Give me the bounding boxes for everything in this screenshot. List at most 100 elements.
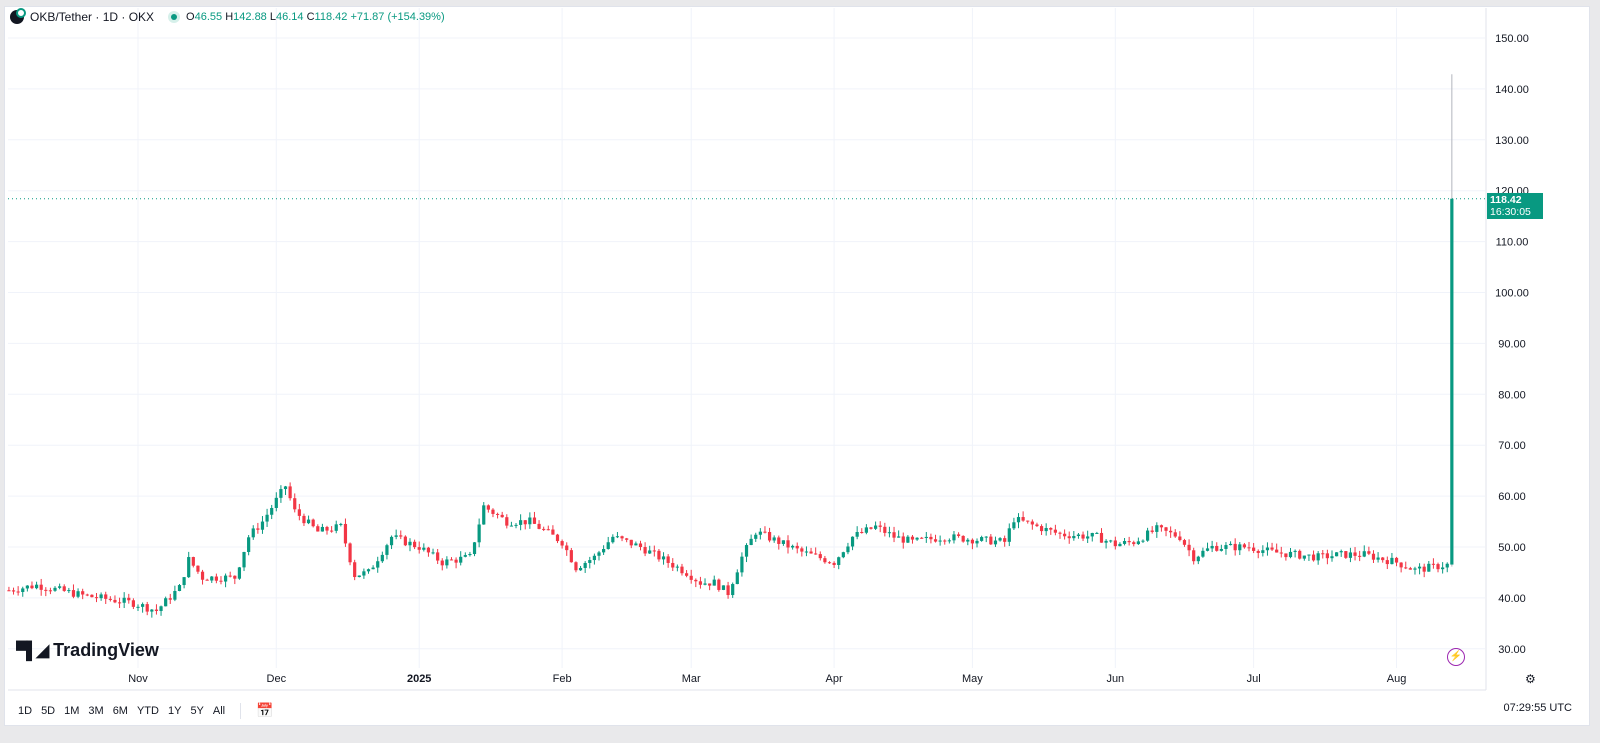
candle-body (588, 560, 592, 563)
candle-body (1293, 550, 1297, 552)
candle-body (283, 486, 288, 490)
settings-icon[interactable]: ⚙ (1525, 672, 1536, 686)
candle-body (371, 567, 375, 570)
candle-body (482, 505, 486, 525)
candle-body (597, 552, 601, 556)
range-1d[interactable]: 1D (18, 704, 33, 717)
candle-body (122, 597, 126, 603)
candle-body (1298, 550, 1302, 559)
candle-body (555, 534, 560, 542)
y-tick-label: 60.00 (1498, 491, 1526, 503)
candle-body (841, 552, 845, 558)
candle-body (334, 524, 338, 531)
y-tick-label: 100.00 (1495, 288, 1529, 300)
range-all[interactable]: All (212, 704, 226, 717)
candle-body (777, 537, 781, 544)
candle-body (53, 587, 57, 591)
candle-body (666, 556, 670, 563)
candle-body (205, 579, 209, 581)
tradingview-logo[interactable]: ▀▌◢ TradingView (16, 640, 159, 660)
candle-body (1265, 547, 1270, 551)
symbol-title[interactable]: OKB/Tether · 1D · OKX (30, 10, 155, 24)
candle-body (293, 498, 297, 510)
candle-body (661, 556, 666, 560)
candle-body (791, 545, 795, 548)
candle-body (376, 561, 380, 568)
candle-body (159, 606, 163, 611)
candle-body (21, 588, 25, 593)
candle-body (961, 535, 965, 542)
candle-body (763, 531, 767, 533)
range-1y[interactable]: 1Y (167, 704, 182, 717)
candle-body (141, 604, 145, 607)
candle-body (528, 517, 532, 525)
candle-body (620, 536, 624, 539)
range-3m[interactable]: 3M (88, 704, 104, 717)
range-toolbar: 1D 5D 1M 3M 6M YTD 1Y 5Y All 📅 (18, 702, 274, 719)
candle-body (343, 523, 348, 544)
range-5y[interactable]: 5Y (190, 704, 204, 717)
candle-body (1003, 538, 1007, 542)
candle-body (1358, 555, 1362, 557)
range-5d[interactable]: 5D (41, 704, 56, 717)
candle-body (675, 566, 679, 568)
candle-body (938, 540, 942, 542)
candle-body (1164, 527, 1168, 531)
x-tick-label: Apr (826, 673, 843, 685)
candle-body (1035, 524, 1039, 527)
candle-body (191, 557, 195, 566)
market-status-icon[interactable] (168, 11, 181, 23)
candle-body (472, 542, 477, 555)
candle-body (744, 545, 749, 557)
candle-body (606, 542, 610, 549)
candle-body (966, 539, 970, 542)
ohlc-values: O46.55 H142.88 L46.14 C118.42 +71.87 (+1… (186, 11, 445, 23)
candle-body (758, 531, 762, 535)
candle-body (1178, 536, 1182, 541)
candle-body (1063, 533, 1067, 537)
y-tick-label: 70.00 (1498, 440, 1526, 452)
utc-clock[interactable]: 07:29:55 UTC (1503, 702, 1572, 714)
candle-body (1224, 545, 1228, 549)
candle-body (67, 590, 71, 592)
goto-date-icon[interactable]: 📅 (256, 702, 274, 718)
candle-body (1122, 541, 1127, 544)
candle-body (1053, 529, 1057, 533)
candle-body (984, 536, 988, 538)
candle-body (168, 598, 172, 600)
candle-body (251, 528, 255, 538)
candle-body (413, 541, 417, 548)
candle-body (449, 559, 454, 561)
candle-body (638, 543, 643, 548)
candle-body (980, 537, 984, 541)
range-ytd[interactable]: YTD (136, 704, 159, 717)
candle-body (804, 551, 809, 553)
candle-body (1205, 548, 1210, 551)
x-tick-label: Jul (1247, 673, 1261, 685)
candle-body (694, 579, 698, 582)
candle-body (34, 584, 39, 589)
candle-body (1427, 563, 1431, 572)
last-candle-body (1450, 198, 1454, 565)
candle-body (583, 562, 587, 568)
candle-body (726, 585, 730, 596)
last-price-tag: 118.42 16:30:05 (1487, 193, 1543, 219)
okb-logo-icon (10, 8, 26, 24)
range-1m[interactable]: 1M (64, 704, 80, 717)
candle-body (210, 576, 214, 581)
candle-body (781, 540, 785, 544)
candle-body (929, 536, 933, 540)
candle-body (1404, 567, 1408, 569)
candle-body (1081, 534, 1085, 539)
candle-body (1049, 527, 1053, 530)
candle-body (542, 528, 546, 530)
candle-body (1104, 540, 1108, 543)
candle-body (1256, 550, 1260, 553)
candle-body (827, 562, 832, 564)
candle-body (1169, 530, 1173, 533)
range-6m[interactable]: 6M (112, 704, 128, 717)
candle-body (998, 538, 1002, 541)
candle-body (837, 557, 841, 565)
lightning-icon[interactable]: ⚡ (1447, 648, 1465, 666)
